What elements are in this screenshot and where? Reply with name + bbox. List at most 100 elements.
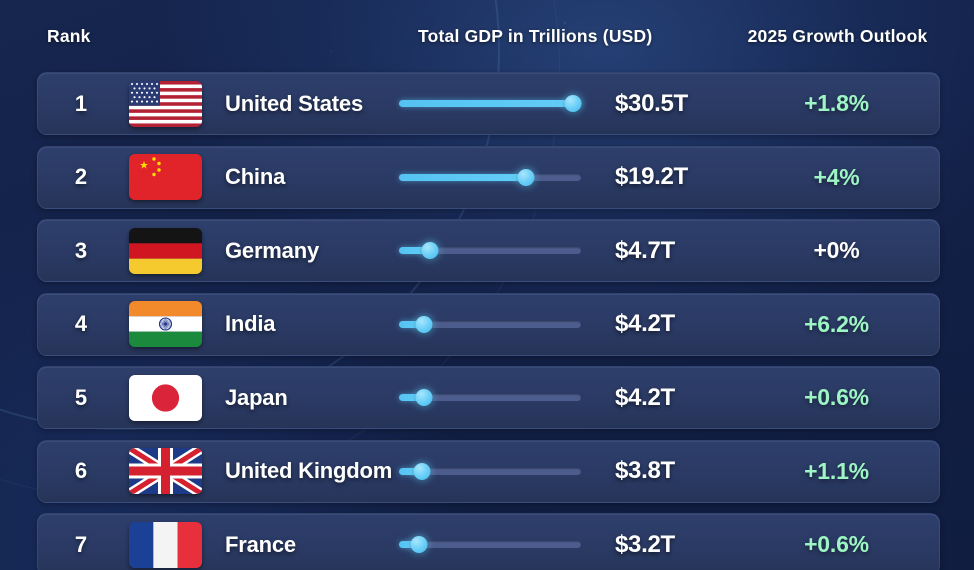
column-header-gdp: Total GDP in Trillions (USD) [418,25,653,46]
rank-cell: 2 [38,164,124,190]
flag-cell [124,154,207,200]
gdp-value: $30.5T [615,89,688,117]
gdp-slider-track [399,541,581,548]
country-cell: China [207,164,399,190]
table-row[interactable]: 1 United States $30.5T +1.8% [37,72,940,135]
gdp-value-cell: $3.2T [599,531,734,559]
table-row[interactable]: 6 United Kingdom $3.8T +1.1% [37,439,940,503]
gdp-slider-knob[interactable] [517,168,535,186]
rank-number: 4 [74,311,88,336]
table-header: Rank Total GDP in Trillions (USD) 2025 G… [37,0,940,72]
gdp-slider-fill [399,467,422,475]
gdp-bar-cell [399,461,599,481]
growth-value: +4% [813,163,860,190]
flag-cell [124,448,207,494]
gdp-slider-track [399,394,581,401]
table-row[interactable]: 2 China $19.2T +4% [37,145,940,209]
country-cell: Japan [207,385,399,411]
country-name: United Kingdom [225,458,393,483]
gdp-bar-cell [399,241,599,261]
gdp-value: $4.7T [615,236,675,264]
growth-cell: +4% [734,164,939,191]
gdp-value: $3.8T [615,457,675,484]
gdp-slider-fill [399,173,527,181]
gdp-slider[interactable] [399,314,581,334]
gdp-bar-cell [399,314,599,334]
gdp-slider-knob[interactable] [564,95,581,112]
rank-number: 6 [74,458,88,483]
flag-china-icon [129,154,202,200]
growth-value: +0% [813,237,860,263]
flag-cell [124,521,207,568]
flag-cell [124,227,207,274]
flag-united-kingdom-icon [129,448,202,494]
rank-cell: 5 [38,385,124,411]
rank-number: 3 [74,237,88,263]
growth-value: +6.2% [804,310,869,337]
rank-cell: 4 [38,311,124,337]
gdp-slider-knob[interactable] [415,315,433,333]
gdp-slider-fill [399,247,430,254]
column-header-rank: Rank [47,25,91,46]
rank-number: 7 [74,531,88,557]
ranking-row-list: 1 United States $30.5T +1.8% [37,72,940,570]
country-name: India [225,311,276,336]
gdp-slider-track [399,320,581,328]
flag-japan-icon [129,374,202,421]
gdp-slider-fill [399,541,420,548]
gdp-slider[interactable] [399,535,581,555]
gdp-bar-cell [399,94,599,114]
rank-number: 1 [74,90,88,116]
rank-number: 5 [74,384,88,410]
rank-cell: 7 [38,532,124,558]
gdp-slider[interactable] [399,241,581,261]
country-cell: United States [207,91,399,117]
country-name: France [225,531,296,557]
rank-cell: 3 [38,238,124,264]
table-row[interactable]: 3 Germany $4.7T +0% [37,219,940,282]
gdp-value: $19.2T [615,163,688,190]
growth-cell: +1.8% [734,90,939,117]
country-name: China [225,164,286,189]
gdp-value: $3.2T [615,530,675,558]
gdp-bar-cell [399,388,599,408]
country-cell: India [207,311,399,337]
gdp-slider[interactable] [399,167,581,187]
rank-cell: 1 [38,91,124,117]
gdp-value-cell: $4.7T [599,237,734,265]
gdp-slider-fill [399,394,425,401]
gdp-slider[interactable] [399,94,581,114]
gdp-slider-knob[interactable] [421,242,439,259]
gdp-value-cell: $4.2T [599,310,734,338]
growth-cell: +0.6% [734,384,939,411]
table-row[interactable]: 5 Japan $4.2T +0.6% [37,366,940,429]
growth-value: +0.6% [804,531,869,557]
country-name: United States [225,90,363,116]
gdp-slider-fill [399,100,581,107]
gdp-slider-track [399,247,581,254]
country-cell: France [207,532,399,558]
gdp-slider-fill [399,320,425,328]
flag-france-icon [129,521,202,568]
gdp-slider[interactable] [399,388,581,408]
gdp-slider-knob[interactable] [415,389,433,406]
gdp-slider-knob[interactable] [410,536,428,553]
gdp-value-cell: $3.8T [599,457,734,485]
gdp-value: $4.2T [615,383,675,411]
gdp-value: $4.2T [615,310,675,337]
rank-number: 2 [74,164,88,189]
flag-united-states-icon [129,80,202,127]
gdp-slider[interactable] [399,461,581,481]
growth-value: +1.8% [804,90,869,116]
growth-cell: +0.6% [734,531,939,558]
country-name: Japan [225,384,288,410]
growth-cell: +1.1% [734,458,939,485]
gdp-slider-knob[interactable] [413,462,431,480]
column-header-growth: 2025 Growth Outlook [747,25,928,46]
growth-cell: +0% [734,237,939,264]
table-row[interactable]: 4 India $4.2T +6.2% [37,292,940,356]
gdp-value-cell: $4.2T [599,384,734,412]
gdp-value-cell: $30.5T [599,90,734,118]
table-row[interactable]: 7 France $3.2T +0.6% [37,513,940,570]
